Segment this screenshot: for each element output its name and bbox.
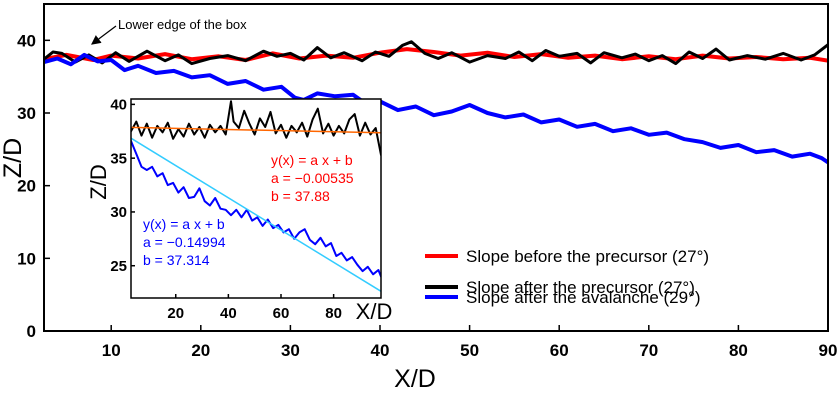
inset-x-axis-label: X/D — [356, 299, 393, 324]
annotation-lower-edge: Lower edge of the box — [118, 17, 247, 32]
legend-item-after-avalanche: Slope after the avalanche (29°) — [425, 288, 701, 307]
fit-blue-slope: a = −0.14994 — [143, 234, 226, 250]
inset-plot-frame — [130, 98, 382, 299]
legend-label-before-precursor: Slope before the precursor (27°) — [466, 247, 709, 266]
main-plot: 10 20 30 40 50 60 70 80 90 0 10 20 30 40 X/D Z/D Low… — [0, 3, 838, 393]
inset-y-axis-label: Z/D — [86, 164, 111, 199]
inset-x-tick-label: 40 — [220, 305, 237, 322]
inset-series-line-1 — [131, 126, 381, 134]
main-y-tick-label: 30 — [17, 104, 36, 123]
main-x-tick-label: 60 — [550, 341, 569, 360]
fit-red-intercept: b = 37.88 — [271, 188, 330, 204]
inset-x-tick-label: 20 — [167, 305, 184, 322]
inset-y-ticks: 25 30 35 40 — [110, 97, 135, 275]
inset-x-tick-label: 60 — [273, 305, 290, 322]
main-series-line-0 — [44, 47, 828, 63]
fit-annotation-red: y(x) = a x + b a = −0.00535 b = 37.88 — [271, 152, 354, 204]
inset-series-line-2 — [131, 140, 381, 278]
main-y-tick-label: 10 — [17, 249, 36, 268]
inset-y-tick-label: 40 — [110, 97, 127, 114]
main-series-lines — [44, 40, 828, 165]
inset-series-line-0 — [131, 100, 381, 156]
main-x-tick-label: 50 — [460, 341, 479, 360]
inset-x-tick-label: 80 — [325, 305, 342, 322]
main-x-tick-label: 10 — [102, 341, 121, 360]
legend-item-before-precursor: Slope before the precursor (27°) — [425, 247, 709, 266]
fit-blue-equation: y(x) = a x + b — [143, 216, 225, 232]
main-x-tick-label: 20 — [191, 341, 210, 360]
main-x-axis-label: X/D — [394, 365, 436, 393]
main-x-tick-label: 70 — [639, 341, 658, 360]
inset-x-ticks: 20 40 60 80 — [167, 294, 342, 322]
inset-series-line-3 — [131, 137, 381, 293]
main-x-tick-label: 80 — [729, 341, 748, 360]
fit-blue-intercept: b = 37.314 — [143, 252, 210, 268]
inset-y-tick-label: 30 — [110, 204, 127, 221]
fit-annotation-blue: y(x) = a x + b a = −0.14994 b = 37.314 — [143, 216, 226, 268]
main-series-line-2 — [44, 52, 828, 165]
main-x-ticks: 10 20 30 40 50 60 70 80 90 — [102, 325, 838, 360]
main-y-tick-label: 20 — [17, 177, 36, 196]
legend: Slope before the precursor (27°) — [425, 247, 709, 289]
legend-label-after-avalanche: Slope after the avalanche (29°) — [466, 288, 701, 307]
main-plot-frame — [43, 3, 829, 332]
main-y-tick-label: 0 — [27, 322, 36, 341]
fit-red-slope: a = −0.00535 — [271, 170, 354, 186]
main-series-line-1 — [44, 40, 828, 66]
legend-label-after-precursor: Slope after the precursor (27°) — [466, 278, 695, 297]
inset-y-tick-label: 25 — [110, 258, 127, 275]
annotation-arrow — [91, 25, 117, 45]
main-x-tick-label: 90 — [819, 341, 838, 360]
inset-plot: 20 40 60 80 25 30 35 40 X/D Z/D y(x) = a x + b… — [86, 97, 392, 324]
main-y-axis-label: Z/D — [0, 138, 27, 178]
fit-red-equation: y(x) = a x + b — [271, 152, 353, 168]
inset-series-lines — [131, 100, 381, 293]
legend-lower: Slope after the precursor (27°) Slope af… — [425, 278, 701, 307]
main-y-tick-label: 40 — [17, 31, 36, 50]
main-x-tick-label: 30 — [281, 341, 300, 360]
inset-y-tick-label: 35 — [110, 150, 127, 167]
main-x-tick-label: 40 — [371, 341, 390, 360]
main-y-ticks: 0 10 20 30 40 — [17, 31, 50, 341]
